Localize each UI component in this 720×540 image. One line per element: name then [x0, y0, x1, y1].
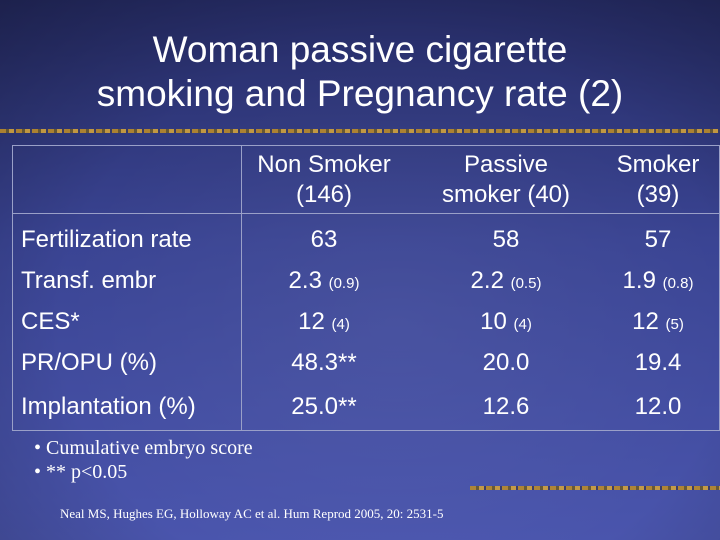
- slide-title: Woman passive cigarette smoking and Preg…: [0, 28, 720, 116]
- table-column-divider: [241, 146, 242, 430]
- row-label-fertilization: Fertilization rate: [21, 226, 192, 253]
- bottom-divider: [470, 486, 720, 490]
- table-cell: 25.0**: [291, 393, 357, 420]
- table-cell: 57: [644, 226, 672, 253]
- title-line-2: smoking and Pregnancy rate (2): [96, 73, 624, 114]
- row-label-implantation: Implantation (%): [21, 393, 196, 420]
- title-line-1: Woman passive cigarette: [152, 29, 568, 70]
- table-cell: 19.4: [634, 349, 682, 376]
- table-cell: 58: [492, 226, 520, 253]
- table-cell: 12 (4): [298, 308, 350, 335]
- footnotes: • Cumulative embryo score • ** p<0.05: [34, 436, 253, 484]
- table-cell: 48.3**: [291, 349, 357, 376]
- footnote-significance: • ** p<0.05: [34, 461, 128, 483]
- header-smoker: Smoker (39): [616, 151, 700, 208]
- header-non-smoker: Non Smoker (146): [257, 151, 391, 208]
- table-cell: 10 (4): [480, 308, 532, 335]
- header-passive-smoker: Passive smoker (40): [441, 151, 571, 208]
- row-label-ces: CES*: [21, 308, 80, 335]
- table-cell: 12.6: [482, 393, 530, 420]
- table-cell: 1.9 (0.8): [622, 267, 694, 294]
- table-cell: 63: [310, 226, 338, 253]
- results-table: Non Smoker (146) Passive smoker (40) Smo…: [12, 145, 720, 431]
- table-cell: 20.0: [482, 349, 530, 376]
- table-cell: 2.3 (0.9): [288, 267, 360, 294]
- table-cell: 12 (5): [632, 308, 684, 335]
- row-label-pr-opu: PR/OPU (%): [21, 349, 158, 376]
- table-header-divider: [13, 213, 719, 214]
- table-cell: 12.0: [634, 393, 682, 420]
- citation: Neal MS, Hughes EG, Holloway AC et al. H…: [60, 506, 444, 521]
- table-cell: 2.2 (0.5): [470, 267, 542, 294]
- row-label-transf-embr: Transf. embr: [21, 267, 157, 294]
- title-divider: [0, 129, 720, 133]
- footnote-ces: • Cumulative embryo score: [34, 437, 253, 459]
